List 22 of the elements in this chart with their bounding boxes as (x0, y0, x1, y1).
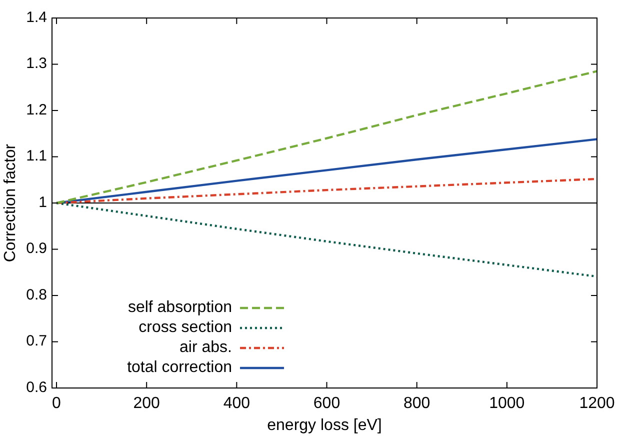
y-tick-label: 0.9 (26, 240, 47, 258)
y-tick-label: 0.7 (26, 332, 47, 350)
x-tick-label: 0 (52, 395, 62, 412)
legend-label: total correction (127, 359, 232, 376)
y-tick-label: 1.3 (26, 55, 47, 72)
x-tick-label: 1200 (579, 395, 615, 412)
y-tick-label: 0.6 (26, 378, 47, 396)
x-tick-label: 800 (403, 395, 430, 412)
legend-label: self absorption (128, 299, 232, 316)
legend-label: air abs. (180, 339, 232, 356)
y-tick-label: 1 (38, 194, 47, 211)
y-axis-title: Correction factor (2, 143, 19, 262)
x-tick-label: 200 (133, 395, 160, 412)
x-tick-label: 400 (223, 395, 250, 412)
legend-label: cross section (138, 319, 232, 336)
y-tick-label: 1.1 (26, 148, 47, 165)
y-tick-label: 1.2 (26, 101, 47, 118)
x-axis-title: energy loss [eV] (267, 417, 382, 434)
y-tick-label: 0.8 (26, 286, 47, 304)
x-tick-label: 1000 (489, 395, 525, 412)
y-tick-label: 1.4 (26, 8, 47, 26)
x-tick-label: 600 (313, 395, 340, 412)
